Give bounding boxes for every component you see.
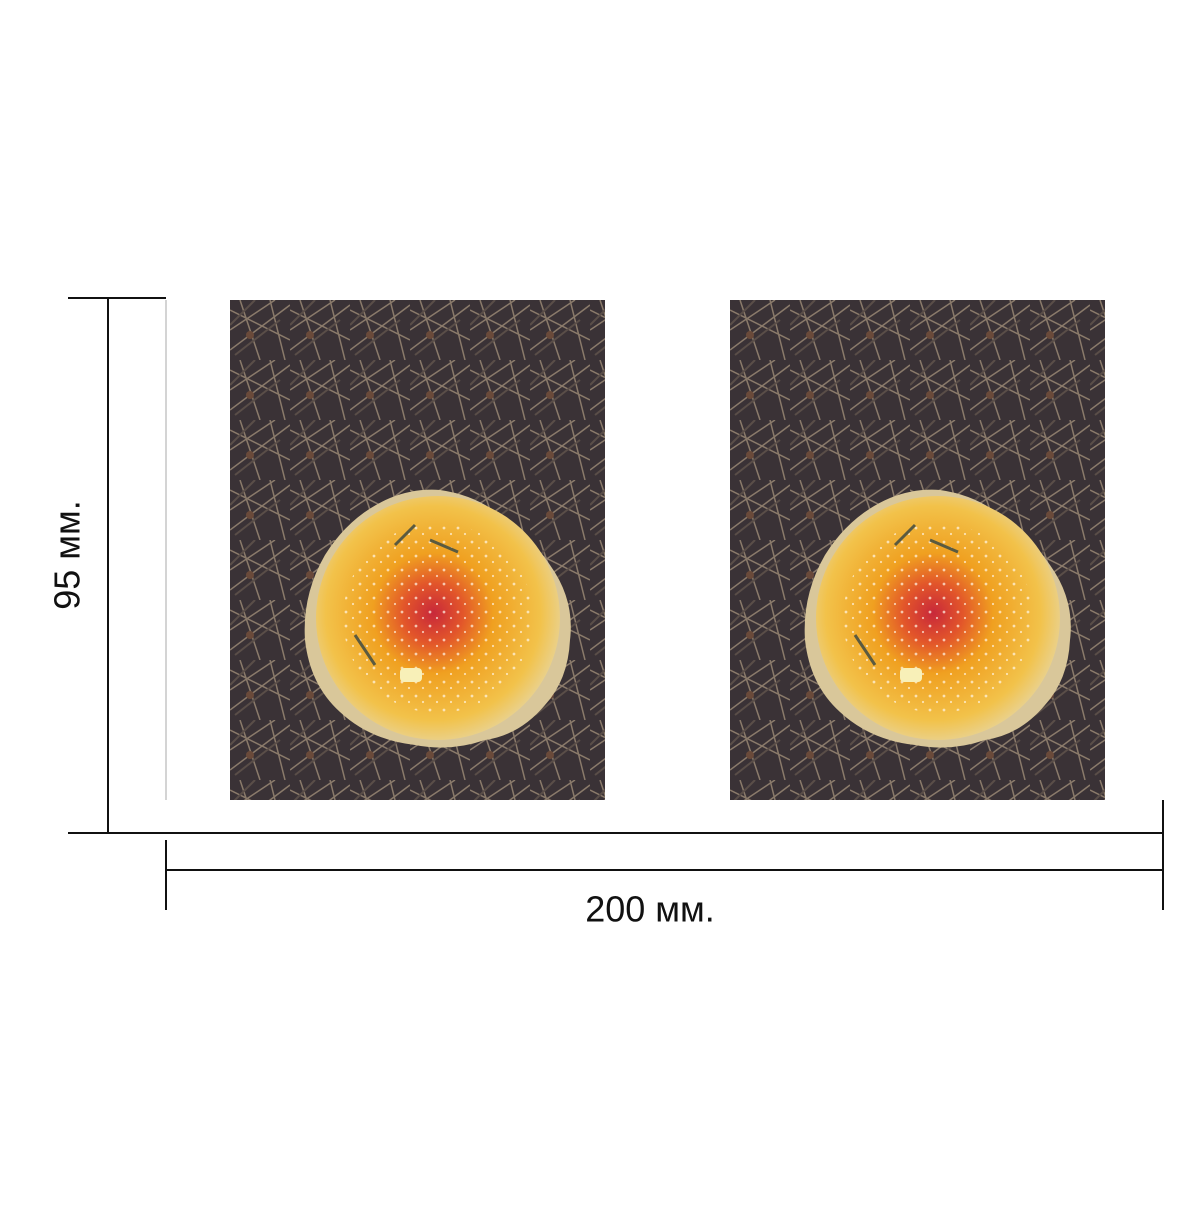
height-label: 95 мм.	[47, 500, 88, 610]
dimension-lines	[68, 297, 1164, 910]
width-label: 200 мм.	[585, 889, 715, 930]
product-photo	[228, 298, 607, 802]
product-photo	[728, 298, 1107, 802]
